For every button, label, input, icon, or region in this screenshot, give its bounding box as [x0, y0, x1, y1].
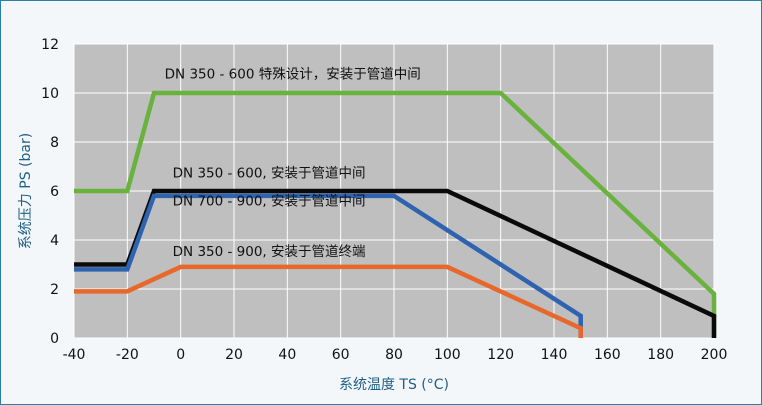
x-tick-label: 60 — [332, 347, 350, 363]
y-tick-label: 2 — [50, 282, 59, 298]
y-tick-label: 6 — [50, 184, 59, 200]
y-tick-label: 4 — [50, 233, 59, 249]
x-axis-title: 系统温度 TS (°C) — [339, 377, 449, 393]
series-annotation: DN 350 - 600, 安装于管道中间 — [173, 166, 366, 182]
x-tick-label: 100 — [434, 347, 461, 363]
y-tick-label: 12 — [41, 37, 59, 53]
x-tick-label: 20 — [225, 347, 243, 363]
x-tick-label: 140 — [541, 347, 568, 363]
series-lines — [74, 90, 717, 338]
series-annotation: DN 350 - 900, 安装于管道终端 — [173, 244, 366, 260]
x-tick-label: 120 — [487, 347, 514, 363]
series-line-2 — [74, 188, 717, 338]
x-tick-label: 40 — [278, 347, 296, 363]
x-tick-label: 0 — [176, 347, 185, 363]
y-tick-label: 8 — [50, 135, 59, 151]
series-annotation: DN 700 - 900, 安装于管道中间 — [173, 194, 366, 210]
series-line-1 — [74, 90, 717, 338]
series-line-4 — [74, 264, 583, 338]
x-tick-label: 80 — [385, 347, 403, 363]
y-axis-title: 系统压力 PS (bar) — [18, 133, 34, 249]
series-annotation: DN 350 - 600 特殊设计，安装于管道中间 — [165, 66, 421, 82]
x-tick-label: 160 — [594, 347, 621, 363]
y-tick-label: 10 — [41, 86, 59, 102]
series-line-3 — [74, 193, 583, 338]
tick-labels: -40 -20 0 20 40 60 80 100 120 140 160 180 200 0 2 4 6 8 10… — [41, 37, 727, 363]
x-tick-label: 200 — [701, 347, 728, 363]
x-tick-label: 180 — [647, 347, 674, 363]
x-tick-label: -40 — [63, 347, 86, 363]
y-tick-label: 0 — [50, 331, 59, 347]
annotations: DN 350 - 600 特殊设计，安装于管道中间 DN 350 - 600, 安… — [165, 66, 421, 260]
x-tick-label: -20 — [116, 347, 139, 363]
